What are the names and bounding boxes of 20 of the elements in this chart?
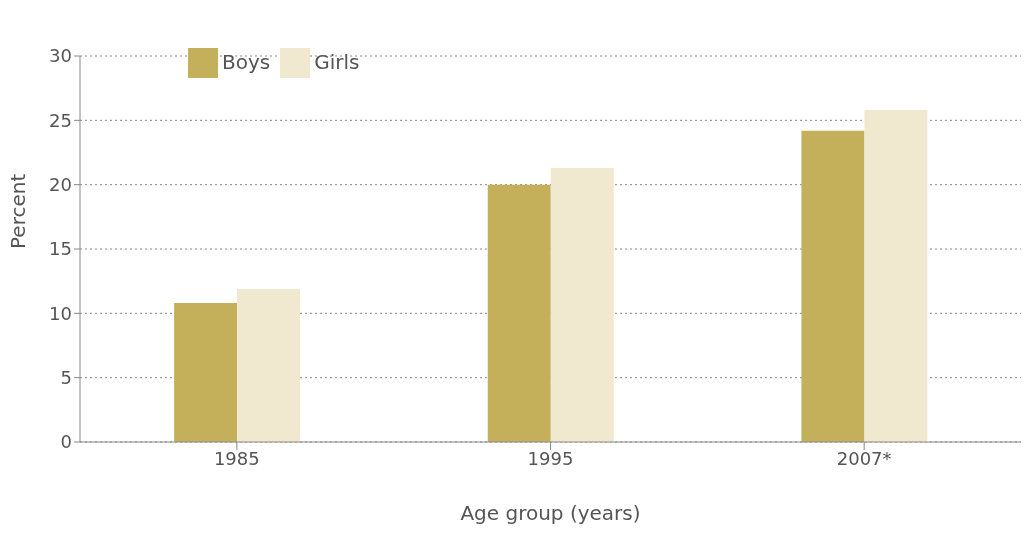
y-tick-label: 10 — [49, 302, 72, 324]
x-tick-label: 1985 — [213, 447, 260, 469]
y-tick-label: 30 — [49, 45, 72, 67]
bar — [801, 130, 865, 442]
bar — [487, 184, 551, 442]
y-tick-label: 0 — [60, 431, 72, 453]
bar — [174, 303, 238, 442]
legend-label: Boys — [222, 49, 271, 74]
x-tick-label: 1995 — [527, 447, 574, 469]
y-tick-label: 5 — [60, 367, 72, 389]
bar — [864, 110, 928, 442]
x-axis-title: Age group (years) — [460, 501, 641, 525]
x-tick-label: 2007* — [836, 447, 892, 469]
y-tick-label: 25 — [49, 109, 72, 131]
legend-label: Girls — [314, 49, 360, 74]
bar — [550, 167, 614, 442]
y-tick-label: 15 — [49, 238, 72, 260]
y-tick-label: 20 — [49, 174, 72, 196]
bar — [237, 288, 301, 442]
y-axis-title: Percent — [6, 173, 31, 249]
